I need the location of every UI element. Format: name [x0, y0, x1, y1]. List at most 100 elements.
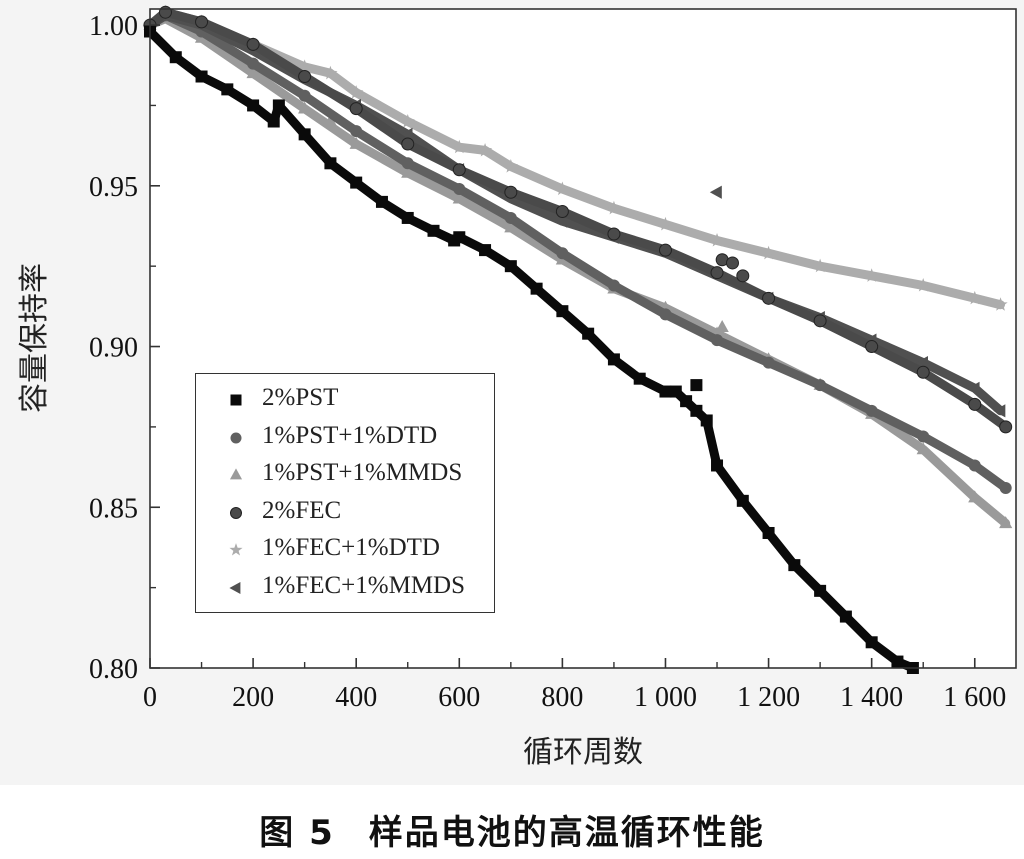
legend-label: 2%PST	[262, 384, 339, 411]
data-point	[247, 57, 260, 70]
data-point	[452, 163, 466, 177]
legend-marker	[230, 506, 242, 519]
legend-marker-icon	[229, 543, 243, 556]
data-point	[400, 114, 415, 128]
data-point	[246, 37, 260, 51]
data-point	[349, 85, 364, 99]
data-point	[812, 258, 828, 273]
data-point	[968, 459, 981, 472]
data-point	[504, 211, 517, 224]
data-point	[158, 5, 172, 19]
data-point	[401, 211, 414, 224]
data-point	[690, 404, 703, 417]
data-point	[968, 397, 982, 411]
data-point	[711, 459, 724, 472]
data-point	[607, 353, 620, 366]
legend-label: 1%FEC+1%DTD	[262, 534, 440, 561]
data-point	[350, 176, 363, 189]
y-axis-title: 容量保持率	[17, 263, 52, 413]
series-0	[144, 25, 919, 674]
series-3	[143, 5, 1013, 434]
x-tick-label: 400	[335, 682, 377, 713]
data-point	[814, 379, 827, 392]
x-tick-label: 800	[541, 682, 583, 713]
figure-caption: 图 5 样品电池的高温循环性能	[0, 805, 1024, 854]
data-point	[993, 404, 1006, 418]
legend-marker-icon	[230, 432, 242, 443]
data-point	[659, 308, 672, 321]
outlier-point	[690, 379, 703, 392]
data-point	[298, 128, 311, 141]
data-point	[916, 442, 930, 455]
data-point	[324, 157, 337, 170]
data-point	[453, 183, 466, 196]
data-point	[427, 224, 440, 237]
legend-marker-icon	[230, 394, 242, 406]
data-point	[298, 89, 311, 102]
data-point	[504, 185, 518, 199]
data-point	[400, 127, 413, 141]
data-point	[246, 66, 260, 79]
data-point	[916, 277, 931, 292]
legend-marker	[229, 543, 243, 556]
legend-item: 1%FEC+1%MMDS	[196, 570, 494, 606]
plot-frame	[149, 8, 1017, 669]
outlier-point	[323, 114, 338, 127]
data-point	[916, 356, 929, 370]
data-point	[700, 414, 713, 427]
data-point	[814, 584, 827, 597]
legend-item: 2%PST	[196, 382, 494, 418]
data-point	[298, 70, 312, 84]
data-point	[788, 559, 801, 572]
data-point	[967, 290, 982, 305]
data-point	[999, 420, 1013, 434]
legend-marker	[229, 581, 241, 594]
y-tick-label: 0.90	[89, 333, 138, 364]
data-point	[479, 244, 492, 257]
data-point	[169, 51, 182, 64]
data-point	[711, 334, 724, 347]
data-point	[503, 159, 518, 173]
data-point	[891, 655, 904, 668]
data-point	[606, 200, 622, 215]
legend-marker-icon	[230, 506, 242, 519]
legend-marker-icon	[229, 581, 241, 594]
data-point	[762, 526, 775, 539]
data-point	[401, 165, 415, 178]
data-point	[865, 404, 878, 417]
series-layer	[142, 4, 1013, 674]
data-point	[865, 636, 878, 649]
data-point	[839, 610, 852, 623]
chart: 0 200 400 600 800 1 000 1 200 1 400 1 600 0.80 0.8…	[17, 4, 1017, 770]
data-point	[813, 314, 827, 328]
legend-label: 1%FEC+1%MMDS	[262, 571, 466, 599]
x-axis-title: 循环周数	[523, 735, 643, 770]
data-point	[607, 279, 620, 292]
data-point	[916, 365, 930, 379]
legend-item: 1%PST+1%MMDS	[196, 457, 494, 493]
legend-marker	[230, 394, 242, 406]
data-point	[680, 395, 693, 408]
data-point	[272, 99, 285, 112]
legend-item: 1%PST+1%DTD	[196, 420, 494, 456]
data-point	[477, 142, 493, 157]
legend-marker	[230, 432, 242, 443]
legend-item: 1%FEC+1%DTD	[196, 532, 494, 568]
data-point	[633, 372, 646, 385]
data-point	[669, 385, 682, 398]
data-point	[999, 481, 1012, 494]
data-point	[401, 157, 414, 170]
y-tick-label: 0.85	[89, 493, 138, 524]
data-point	[555, 181, 570, 196]
data-point	[298, 101, 312, 114]
data-point	[247, 99, 260, 112]
legend: 2%PST 1%PST+1%DTD 1%PST+1%MMDS 2%FEC 1%FEC+1…	[195, 373, 495, 613]
data-point	[452, 139, 467, 154]
data-point	[323, 65, 338, 80]
x-tick-label: 1 000	[634, 682, 697, 713]
data-point	[709, 232, 725, 247]
x-tick-label: 1 200	[737, 682, 800, 713]
data-point	[195, 15, 209, 29]
data-point	[968, 490, 982, 503]
data-point	[556, 305, 569, 318]
